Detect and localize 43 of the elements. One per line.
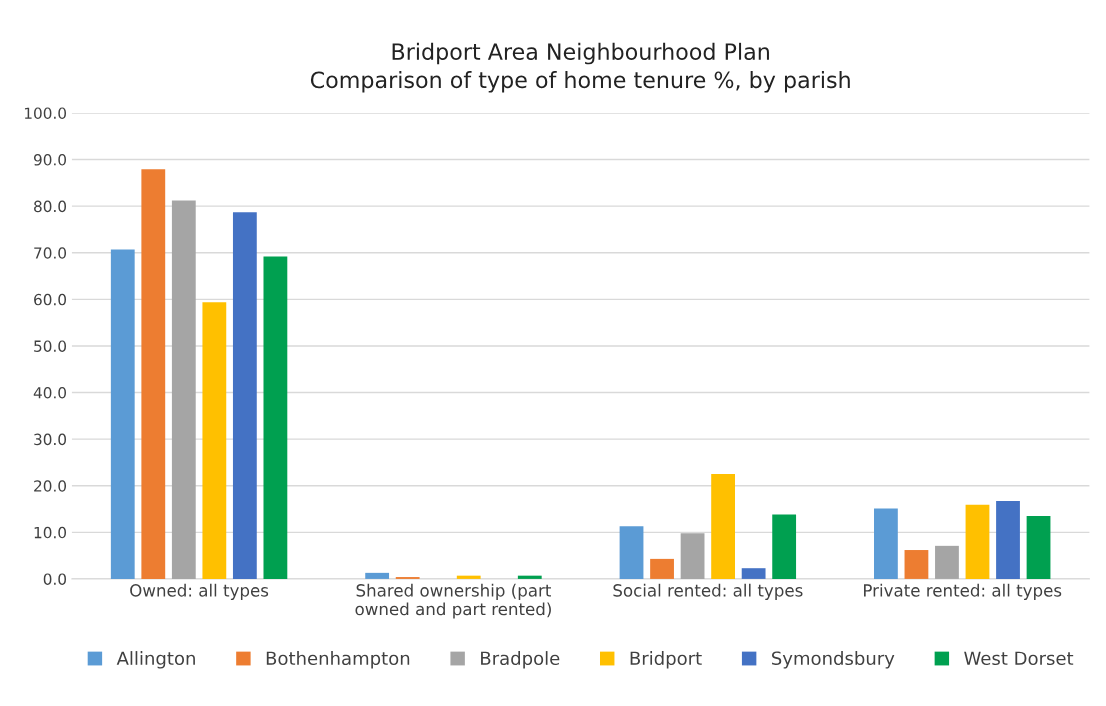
bar: [202, 302, 227, 579]
bar: [232, 212, 257, 579]
x-tick-label: Social rented: all types: [613, 583, 803, 600]
y-tick-label: 60.0: [34, 293, 67, 306]
x-tick-label: Private rented: all types: [864, 583, 1062, 600]
x-tick-label: Shared ownership (part owned and part rented): [355, 583, 552, 619]
bar: [263, 256, 288, 579]
legend-label: Bothenhampton: [266, 651, 410, 669]
y-tick-label: 100.0: [24, 107, 67, 119]
legend-label: Allington: [116, 651, 195, 669]
legend-label: Bridport: [630, 651, 702, 669]
bar: [171, 200, 196, 579]
bar: [772, 514, 797, 579]
y-tick-label: 80.0: [34, 200, 67, 213]
bar: [965, 504, 990, 579]
x-tick-label: Owned: all types: [130, 583, 269, 600]
bar: [996, 501, 1020, 579]
bar: [110, 249, 135, 579]
bar: [517, 575, 542, 579]
y-tick-label: 40.0: [33, 387, 67, 399]
bar: [456, 575, 481, 579]
bar: [904, 550, 929, 579]
y-tick-label: 20.0: [34, 480, 67, 492]
y-tick-label: 70.0: [34, 247, 67, 259]
bar: [1026, 516, 1051, 579]
bar: [935, 545, 959, 579]
bar: [650, 558, 674, 579]
bar: [619, 526, 644, 579]
chart-title: Bridport Area Neighbourhood Plan Comparison of type of home tenure %, by parish: [310, 42, 850, 93]
bar: [711, 474, 736, 579]
y-tick-label: 30.0: [34, 433, 67, 446]
y-tick-label: 90.0: [33, 154, 67, 166]
bar: [874, 508, 898, 579]
bar: [680, 533, 705, 579]
bar: [741, 568, 766, 579]
legend-label: Bradpole: [481, 651, 560, 669]
y-tick-label: 0.0: [43, 573, 67, 585]
y-tick-label: 50.0: [34, 340, 67, 352]
bar: [365, 572, 390, 579]
bar: [141, 169, 166, 579]
legend-label: Symondsbury: [771, 651, 895, 669]
legend-label: West Dorset: [964, 651, 1074, 666]
y-tick-label: 10.0: [34, 526, 67, 539]
